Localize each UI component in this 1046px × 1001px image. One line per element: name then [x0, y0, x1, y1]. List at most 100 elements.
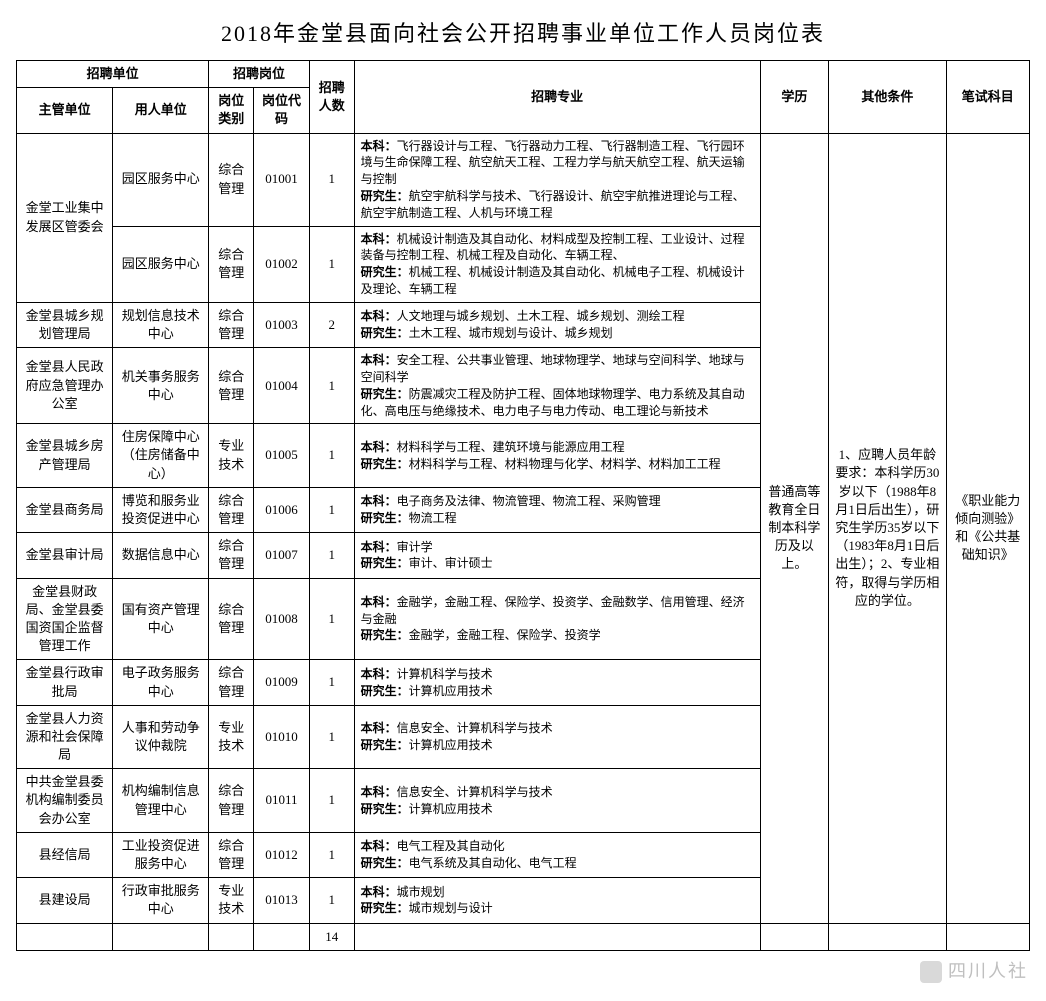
cell-blank	[946, 923, 1029, 950]
cell-code: 01010	[254, 705, 310, 769]
th-unit-group: 招聘单位	[17, 61, 209, 88]
cell-supervisor: 县经信局	[17, 832, 113, 877]
cell-code: 01011	[254, 769, 310, 833]
cell-major: 本科：电子商务及法律、物流管理、物流工程、采购管理研究生：物流工程	[354, 487, 760, 532]
cell-category: 综合管理	[209, 348, 254, 424]
cell-category: 综合管理	[209, 578, 254, 660]
cell-count: 1	[309, 424, 354, 488]
cell-major: 本科：电气工程及其自动化研究生：电气系统及其自动化、电气工程	[354, 832, 760, 877]
cell-blank	[354, 923, 760, 950]
cell-code: 01013	[254, 878, 310, 923]
cell-total-count: 14	[309, 923, 354, 950]
cell-major: 本科：信息安全、计算机科学与技术研究生：计算机应用技术	[354, 769, 760, 833]
cell-major: 本科：城市规划研究生：城市规划与设计	[354, 878, 760, 923]
cell-category: 专业技术	[209, 705, 254, 769]
cell-supervisor: 金堂县财政局、金堂县委国资国企监督管理工作	[17, 578, 113, 660]
th-code: 岗位代码	[254, 88, 310, 133]
cell-code: 01006	[254, 487, 310, 532]
cell-supervisor: 金堂县行政审批局	[17, 660, 113, 705]
cell-supervisor: 金堂工业集中发展区管委会	[17, 133, 113, 302]
cell-blank	[829, 923, 947, 950]
cell-employer: 人事和劳动争议仲裁院	[113, 705, 209, 769]
th-edu: 学历	[760, 61, 828, 134]
cell-blank	[254, 923, 310, 950]
cell-count: 1	[309, 878, 354, 923]
cell-count: 1	[309, 660, 354, 705]
cell-employer: 园区服务中心	[113, 226, 209, 302]
table-body: 金堂工业集中发展区管委会园区服务中心综合管理010011本科：飞行器设计与工程、…	[17, 133, 1030, 950]
cell-count: 1	[309, 533, 354, 578]
cell-education: 普通高等教育全日制本科学历及以上。	[760, 133, 828, 923]
cell-major: 本科：人文地理与城乡规划、土木工程、城乡规划、测绘工程研究生：土木工程、城市规划…	[354, 302, 760, 347]
cell-code: 01005	[254, 424, 310, 488]
th-major: 招聘专业	[354, 61, 760, 134]
cell-major: 本科：金融学，金融工程、保险学、投资学、金融数学、信用管理、经济与金融研究生：金…	[354, 578, 760, 660]
cell-major: 本科：安全工程、公共事业管理、地球物理学、地球与空间科学、地球与空间科学研究生：…	[354, 348, 760, 424]
cell-code: 01007	[254, 533, 310, 578]
cell-count: 1	[309, 832, 354, 877]
cell-employer: 规划信息技术中心	[113, 302, 209, 347]
cell-count: 1	[309, 578, 354, 660]
cell-supervisor: 金堂县人力资源和社会保障局	[17, 705, 113, 769]
table-row: 金堂工业集中发展区管委会园区服务中心综合管理010011本科：飞行器设计与工程、…	[17, 133, 1030, 226]
cell-code: 01002	[254, 226, 310, 302]
cell-blank	[113, 923, 209, 950]
cell-category: 专业技术	[209, 878, 254, 923]
th-category: 岗位类别	[209, 88, 254, 133]
cell-count: 2	[309, 302, 354, 347]
cell-employer: 机构编制信息管理中心	[113, 769, 209, 833]
cell-category: 综合管理	[209, 302, 254, 347]
cell-employer: 国有资产管理中心	[113, 578, 209, 660]
th-post-group: 招聘岗位	[209, 61, 309, 88]
cell-employer: 行政审批服务中心	[113, 878, 209, 923]
cell-exam: 《职业能力倾向测验》和《公共基础知识》	[946, 133, 1029, 923]
th-count: 招聘人数	[309, 61, 354, 134]
watermark: 四川人社	[920, 957, 1028, 983]
cell-code: 01004	[254, 348, 310, 424]
th-supervisor: 主管单位	[17, 88, 113, 133]
cell-employer: 数据信息中心	[113, 533, 209, 578]
cell-employer: 机关事务服务中心	[113, 348, 209, 424]
cell-employer: 电子政务服务中心	[113, 660, 209, 705]
recruitment-table: 招聘单位 招聘岗位 招聘人数 招聘专业 学历 其他条件 笔试科目 主管单位 用人…	[16, 60, 1030, 951]
cell-major: 本科：计算机科学与技术研究生：计算机应用技术	[354, 660, 760, 705]
page-title: 2018年金堂县面向社会公开招聘事业单位工作人员岗位表	[16, 16, 1030, 48]
cell-category: 综合管理	[209, 832, 254, 877]
cell-major: 本科：审计学研究生：审计、审计硕士	[354, 533, 760, 578]
cell-code: 01012	[254, 832, 310, 877]
cell-supervisor: 县建设局	[17, 878, 113, 923]
cell-category: 综合管理	[209, 133, 254, 226]
cell-code: 01003	[254, 302, 310, 347]
cell-count: 1	[309, 769, 354, 833]
cell-count: 1	[309, 487, 354, 532]
cell-major: 本科：信息安全、计算机科学与技术研究生：计算机应用技术	[354, 705, 760, 769]
table-head: 招聘单位 招聘岗位 招聘人数 招聘专业 学历 其他条件 笔试科目 主管单位 用人…	[17, 61, 1030, 134]
cell-supervisor: 金堂县城乡房产管理局	[17, 424, 113, 488]
cell-code: 01008	[254, 578, 310, 660]
cell-category: 综合管理	[209, 769, 254, 833]
cell-category: 综合管理	[209, 660, 254, 705]
cell-code: 01001	[254, 133, 310, 226]
cell-major: 本科：机械设计制造及其自动化、材料成型及控制工程、工业设计、过程装备与控制工程、…	[354, 226, 760, 302]
cell-supervisor: 金堂县人民政府应急管理办公室	[17, 348, 113, 424]
cell-supervisor: 金堂县商务局	[17, 487, 113, 532]
cell-major: 本科：材料科学与工程、建筑环境与能源应用工程研究生：材料科学与工程、材料物理与化…	[354, 424, 760, 488]
cell-category: 专业技术	[209, 424, 254, 488]
cell-count: 1	[309, 133, 354, 226]
table-total-row: 14	[17, 923, 1030, 950]
cell-employer: 住房保障中心（住房储备中心）	[113, 424, 209, 488]
cell-count: 1	[309, 226, 354, 302]
wechat-icon	[920, 961, 942, 983]
cell-employer: 园区服务中心	[113, 133, 209, 226]
cell-supervisor: 中共金堂县委机构编制委员会办公室	[17, 769, 113, 833]
cell-count: 1	[309, 348, 354, 424]
th-exam: 笔试科目	[946, 61, 1029, 134]
cell-category: 综合管理	[209, 533, 254, 578]
cell-code: 01009	[254, 660, 310, 705]
cell-major: 本科：飞行器设计与工程、飞行器动力工程、飞行器制造工程、飞行园环境与生命保障工程…	[354, 133, 760, 226]
th-employer: 用人单位	[113, 88, 209, 133]
cell-employer: 博览和服务业投资促进中心	[113, 487, 209, 532]
cell-supervisor: 金堂县城乡规划管理局	[17, 302, 113, 347]
cell-category: 综合管理	[209, 487, 254, 532]
cell-blank	[209, 923, 254, 950]
